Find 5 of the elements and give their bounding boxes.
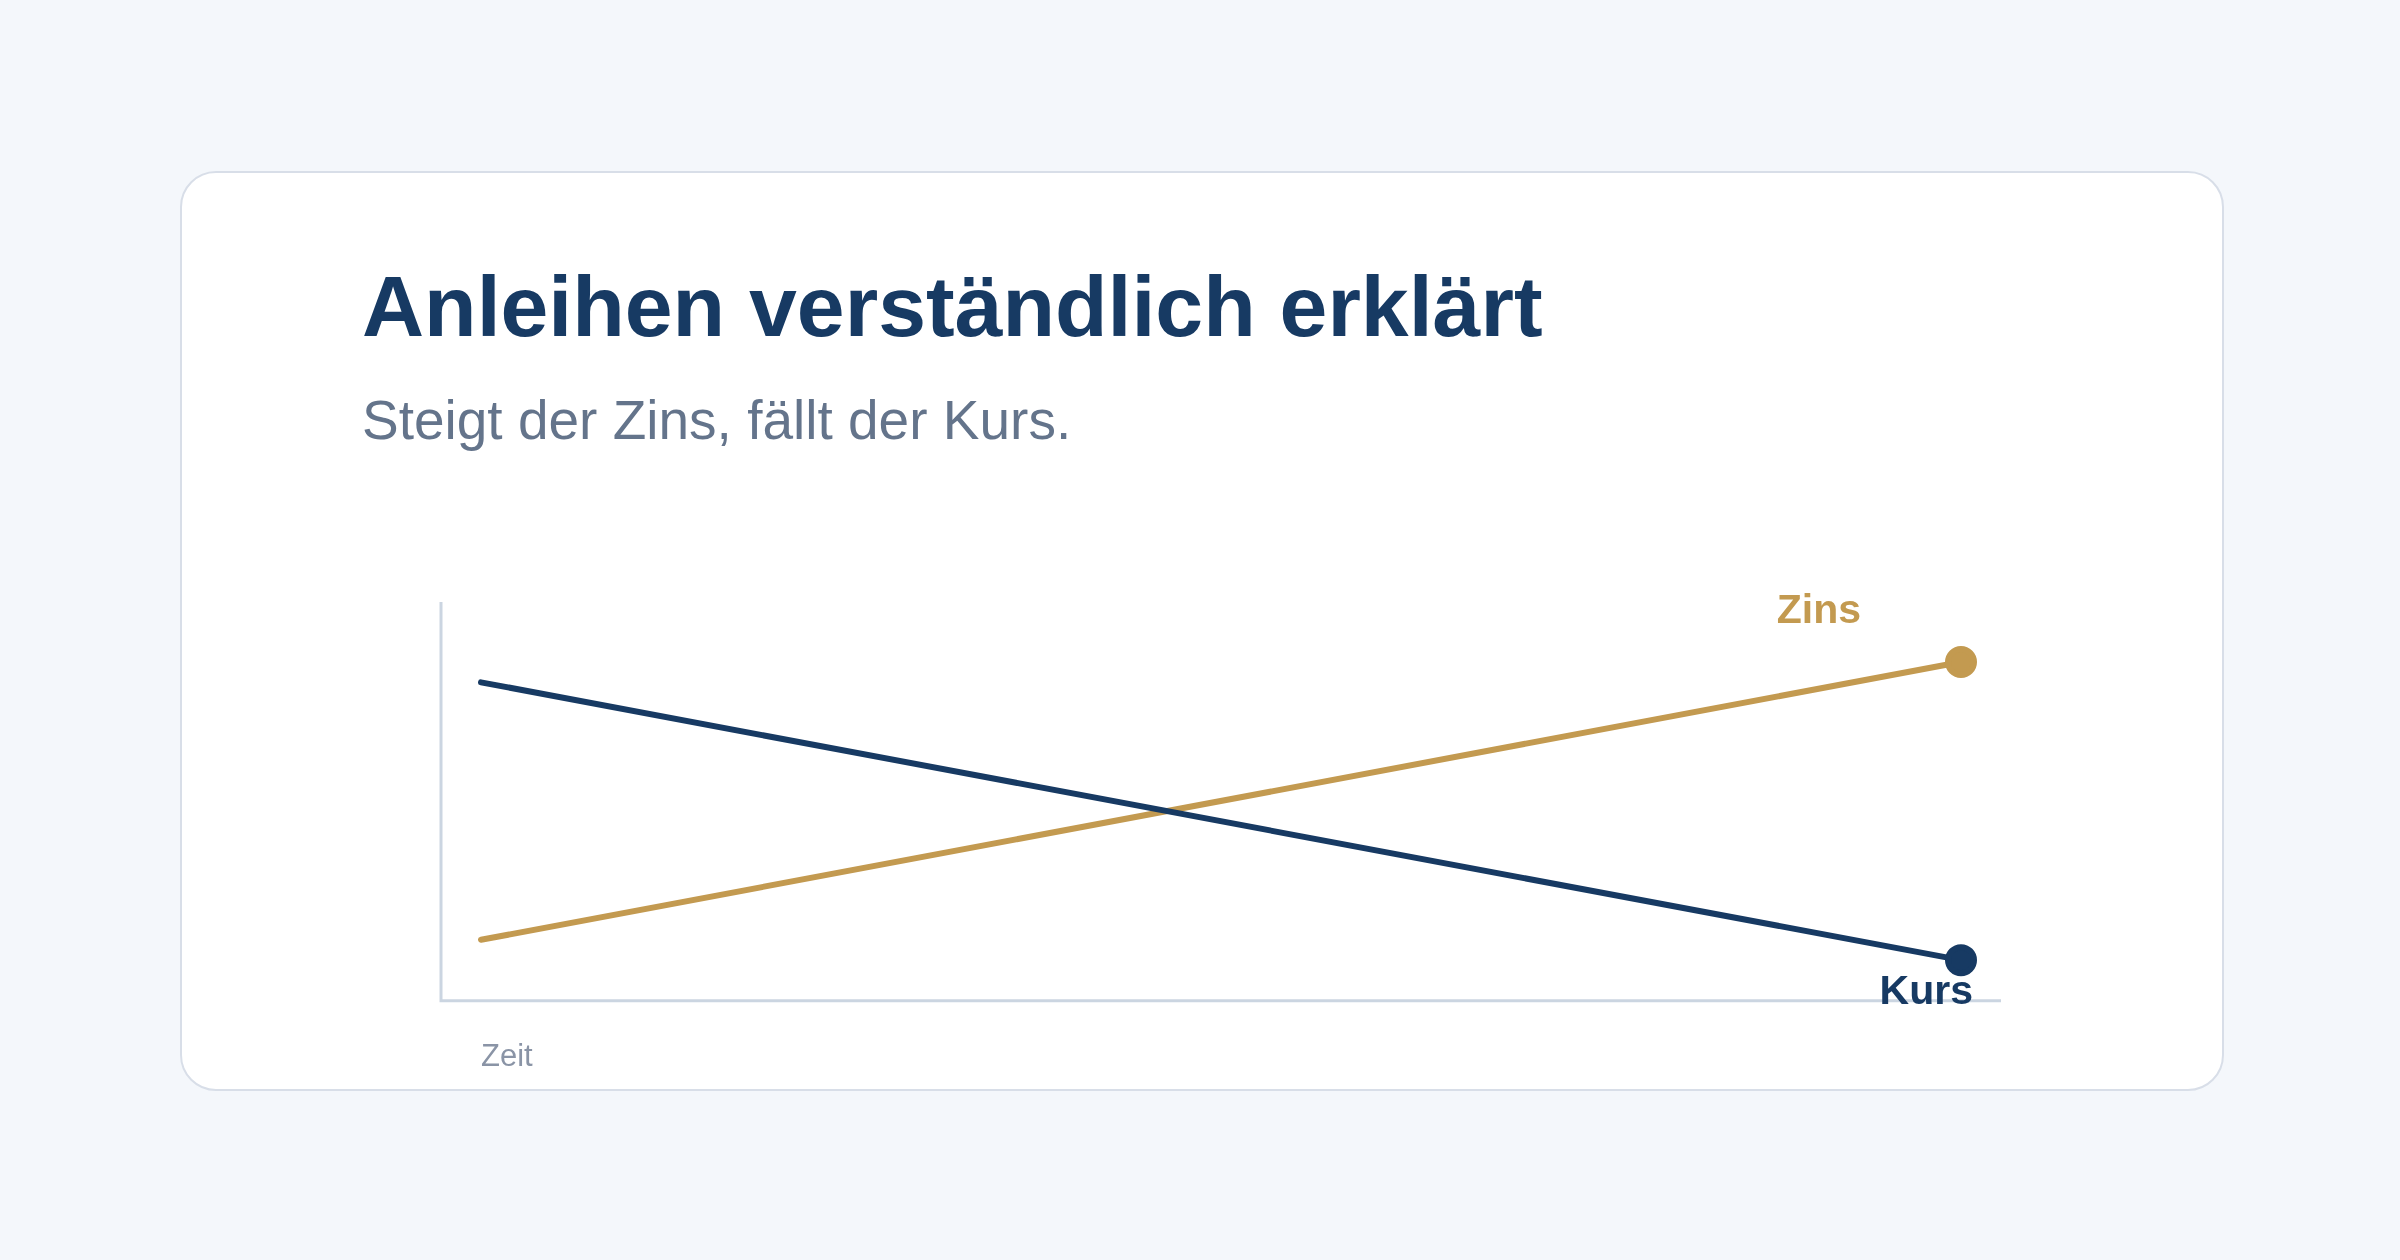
chart-title: Anleihen verständlich erklärt [362, 257, 1543, 356]
series-label: Kurs [1879, 966, 1973, 1013]
x-axis-title: Zeit [481, 1037, 534, 1073]
chart-subtitle: Steigt der Zins, fällt der Kurs. [362, 388, 1072, 452]
series-label: Zins [1776, 585, 1861, 632]
